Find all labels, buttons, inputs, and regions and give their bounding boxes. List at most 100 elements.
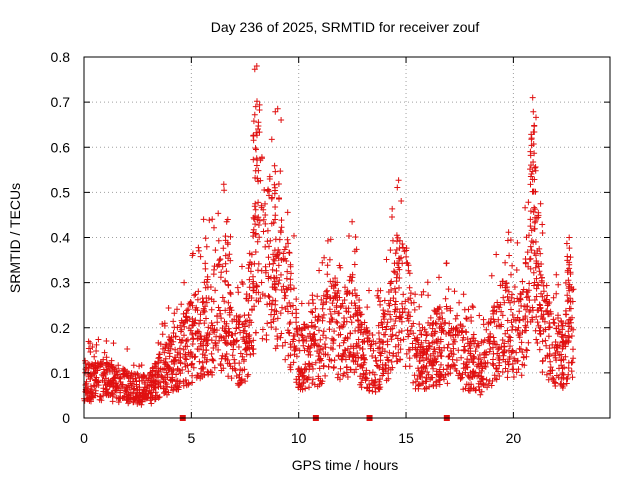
data-point (463, 315, 470, 322)
data-point (444, 380, 451, 387)
data-point (186, 316, 193, 323)
data-point (300, 321, 307, 328)
x-tick-labels: 0 5 10 15 20 (80, 430, 521, 446)
data-point (508, 306, 514, 313)
data-point (268, 319, 274, 326)
data-point (435, 316, 442, 323)
data-point (522, 204, 529, 211)
data-point (108, 357, 115, 364)
data-point (264, 227, 271, 234)
data-point (359, 375, 366, 382)
data-point (429, 374, 436, 381)
data-point (512, 326, 519, 333)
data-point (528, 162, 534, 169)
data-point (193, 304, 200, 311)
y-tick-label: 0.2 (51, 320, 71, 336)
data-point (214, 327, 220, 334)
data-point (255, 267, 261, 274)
data-point (271, 181, 278, 188)
data-point (399, 260, 406, 267)
data-point (496, 362, 503, 369)
data-point (549, 341, 556, 348)
data-point (305, 343, 312, 350)
data-point (416, 367, 422, 374)
data-point (231, 360, 238, 367)
data-point (401, 305, 408, 312)
data-point (87, 349, 94, 355)
data-point (496, 373, 503, 379)
data-point (305, 324, 312, 331)
data-point (467, 352, 474, 359)
data-point (465, 372, 471, 379)
data-point (377, 301, 384, 308)
data-point (151, 384, 158, 391)
data-point (233, 373, 240, 379)
data-point (536, 346, 543, 353)
data-point (177, 328, 184, 335)
data-point (220, 245, 227, 252)
data-point (316, 267, 323, 274)
data-point (285, 352, 292, 359)
x-tick-label: 10 (291, 430, 307, 446)
data-point (194, 372, 201, 379)
data-point (525, 199, 532, 206)
data-point (282, 356, 289, 363)
data-point (309, 376, 316, 383)
data-point (225, 255, 232, 262)
data-point (392, 318, 399, 324)
data-point (237, 313, 244, 320)
data-point (482, 382, 488, 389)
data-point (395, 349, 402, 356)
data-point (219, 294, 226, 301)
data-point (342, 284, 348, 291)
data-point (497, 301, 504, 308)
data-point (356, 304, 363, 311)
data-point (250, 132, 257, 139)
data-point (554, 330, 561, 337)
data-point (545, 324, 552, 331)
data-point (250, 278, 257, 285)
data-point (564, 267, 571, 274)
data-point (502, 280, 509, 287)
data-point (481, 337, 488, 344)
data-point (443, 305, 450, 312)
data-point (543, 371, 550, 378)
data-point (160, 378, 167, 385)
data-point (452, 331, 459, 338)
data-point (520, 354, 527, 361)
data-point (95, 336, 102, 343)
data-point (546, 324, 553, 330)
data-point (336, 310, 343, 317)
data-point (98, 397, 105, 404)
data-point (221, 298, 228, 305)
data-point (477, 391, 484, 398)
data-point (224, 216, 231, 223)
data-point (394, 358, 401, 364)
data-point (339, 300, 346, 307)
data-point (287, 263, 294, 270)
data-point (184, 307, 190, 314)
data-point (359, 346, 366, 352)
data-point (536, 327, 543, 334)
data-point (219, 263, 226, 270)
data-point (88, 372, 95, 379)
data-point (406, 284, 413, 291)
data-point (348, 300, 355, 307)
data-point (169, 377, 176, 384)
data-point (555, 281, 562, 288)
data-point (549, 375, 556, 381)
data-point (527, 181, 534, 188)
data-point (322, 372, 329, 379)
data-point (387, 311, 393, 318)
data-point (246, 276, 253, 283)
data-point (422, 329, 429, 335)
data-point (478, 368, 485, 374)
data-point (272, 297, 279, 304)
data-point (183, 314, 190, 321)
data-point (457, 322, 464, 329)
data-point (417, 374, 424, 380)
data-point (217, 256, 224, 263)
data-point (386, 349, 393, 356)
data-point (220, 365, 227, 372)
data-point (143, 375, 150, 382)
